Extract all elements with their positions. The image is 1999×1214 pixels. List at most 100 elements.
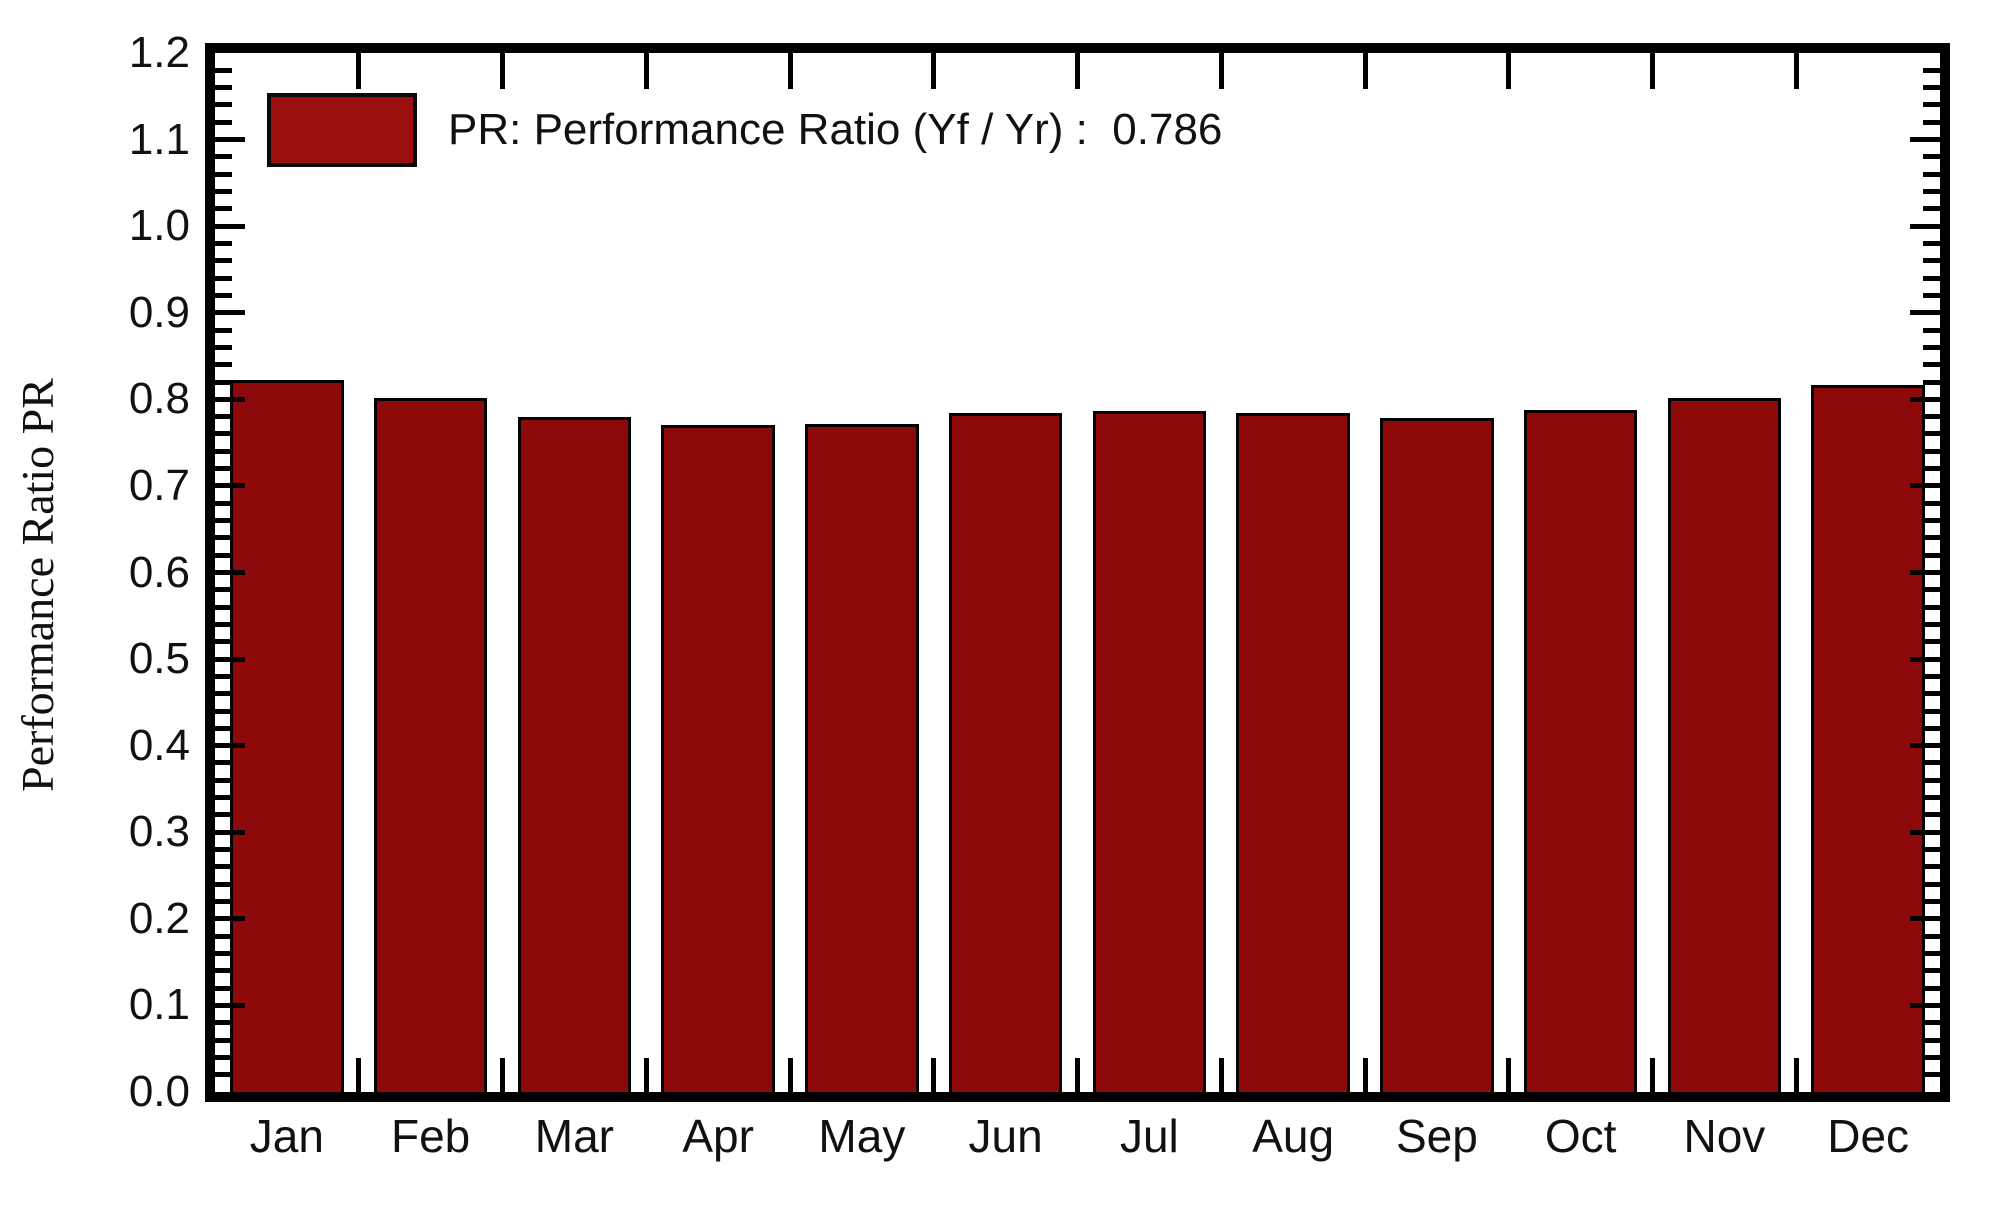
x-axis-label-may: May <box>818 1110 906 1162</box>
y-axis-tick-major <box>215 310 245 316</box>
bar-mar <box>517 416 632 1092</box>
y-axis-tick-minor <box>1923 881 1940 887</box>
y-axis-tick-minor <box>215 431 232 437</box>
y-axis-tick-minor <box>1923 847 1940 853</box>
y-axis-tick-major <box>1910 743 1940 749</box>
y-axis-tick-minor <box>1923 933 1940 939</box>
bar-jun <box>948 413 1063 1092</box>
y-axis-tick-minor <box>215 691 232 697</box>
y-axis-tick-minor <box>1923 466 1940 472</box>
y-axis-tick-minor <box>215 1020 232 1026</box>
y-axis-tick-minor <box>1923 950 1940 956</box>
y-axis-tick-minor <box>215 812 232 818</box>
x-axis-tick-top <box>500 53 505 89</box>
x-axis-label-jun: Jun <box>968 1110 1043 1162</box>
y-axis-tick-minor <box>1923 518 1940 524</box>
x-axis-tick-top <box>1793 53 1799 89</box>
y-axis-tick-minor <box>1923 864 1940 870</box>
bar-may <box>805 424 919 1092</box>
y-axis-tick-minor <box>1923 552 1940 558</box>
x-axis-tick-bottom <box>1650 1058 1655 1092</box>
y-axis-tick-minor <box>215 85 232 91</box>
x-axis-tick-bottom <box>931 1058 937 1092</box>
y-axis-tick-major <box>215 1002 245 1008</box>
y-axis-tick-minor <box>1923 67 1940 73</box>
y-axis-tick-minor <box>1923 760 1940 766</box>
y-axis-tick-minor <box>215 881 232 887</box>
y-axis-tick-minor <box>1923 1020 1940 1026</box>
x-axis-label-aug: Aug <box>1252 1110 1335 1162</box>
bar-dec <box>1811 384 1925 1092</box>
y-axis-tick-minor <box>1923 673 1940 679</box>
y-axis-label-0.1: 0.1 <box>128 980 190 1030</box>
y-axis-tick-minor <box>1923 85 1940 91</box>
x-axis-tick-top <box>787 53 793 89</box>
x-axis-tick-bottom <box>787 1058 793 1092</box>
y-axis-tick-minor <box>1923 362 1940 368</box>
y-axis-tick-minor <box>1923 639 1940 645</box>
x-axis-label-dec: Dec <box>1827 1110 1910 1162</box>
y-axis-tick-major <box>1910 310 1940 316</box>
x-axis-label-jan: Jan <box>249 1110 324 1162</box>
y-axis-tick-major <box>1910 570 1940 575</box>
y-axis-tick-minor <box>215 362 232 368</box>
x-axis-tick-top <box>1362 53 1368 89</box>
y-axis-tick-minor <box>215 899 232 905</box>
plot-frame <box>205 43 1950 1102</box>
y-axis-tick-minor <box>215 154 232 160</box>
x-axis-tick-bottom <box>1218 1058 1224 1092</box>
y-axis-tick-minor <box>215 604 232 610</box>
y-axis-tick-minor <box>215 1037 232 1043</box>
y-axis-tick-minor <box>1923 1054 1940 1060</box>
y-axis-tick-minor <box>1923 448 1940 454</box>
y-axis-tick-minor <box>215 448 232 454</box>
x-axis-tick-bottom <box>1506 1058 1512 1092</box>
y-axis-tick-minor <box>215 102 232 108</box>
y-axis-tick-minor <box>1923 189 1940 195</box>
x-axis-tick-bottom <box>643 1058 649 1092</box>
y-axis-tick-minor <box>215 673 232 679</box>
y-axis-tick-minor <box>1923 258 1940 264</box>
x-axis-tick-top <box>931 53 937 89</box>
x-axis-tick-top <box>1218 53 1224 89</box>
y-axis-tick-minor <box>1923 119 1940 125</box>
y-axis-tick-minor <box>1923 414 1940 420</box>
y-axis-tick-minor <box>215 500 232 506</box>
y-axis-tick-major <box>1910 829 1940 835</box>
y-axis-label-0.3: 0.3 <box>128 807 190 857</box>
y-axis-tick-minor <box>215 1072 232 1078</box>
x-axis-tick-bottom <box>1075 1058 1080 1092</box>
y-axis-tick-minor <box>1923 708 1940 714</box>
y-axis-tick-minor <box>1923 968 1940 974</box>
y-axis-tick-minor <box>1923 344 1940 350</box>
y-axis-tick-minor <box>215 344 232 350</box>
y-axis-tick-minor <box>215 847 232 853</box>
y-axis-tick-minor <box>215 119 232 125</box>
y-axis-tick-major <box>215 396 245 402</box>
y-axis-tick-minor <box>1923 240 1940 246</box>
y-axis-tick-minor <box>215 985 232 991</box>
y-axis-label-1.0: 1.0 <box>128 201 190 251</box>
y-axis-tick-minor <box>215 240 232 246</box>
x-axis-tick-top <box>1506 53 1512 89</box>
y-axis-tick-minor <box>1923 431 1940 437</box>
y-axis-tick-minor <box>215 466 232 472</box>
y-axis-tick-minor <box>1923 691 1940 697</box>
y-axis-label-0.9: 0.9 <box>128 287 190 337</box>
y-axis-tick-minor <box>1923 500 1940 506</box>
y-axis-tick-minor <box>215 518 232 524</box>
y-axis-tick-major <box>1910 1002 1940 1008</box>
y-axis-tick-minor <box>1923 379 1940 385</box>
y-axis-tick-minor <box>215 708 232 714</box>
bar-apr <box>661 425 775 1092</box>
y-axis-tick-minor <box>215 587 232 593</box>
x-axis-label-mar: Mar <box>534 1110 614 1162</box>
y-axis-tick-minor <box>1923 985 1940 991</box>
y-axis-tick-minor <box>1923 171 1940 177</box>
y-axis-tick-minor <box>215 327 232 333</box>
x-axis-label-jul: Jul <box>1119 1110 1179 1162</box>
bar-aug <box>1236 413 1350 1092</box>
y-axis-tick-minor <box>1923 725 1940 731</box>
y-axis-tick-minor <box>215 725 232 731</box>
y-axis-tick-minor <box>1923 621 1940 627</box>
